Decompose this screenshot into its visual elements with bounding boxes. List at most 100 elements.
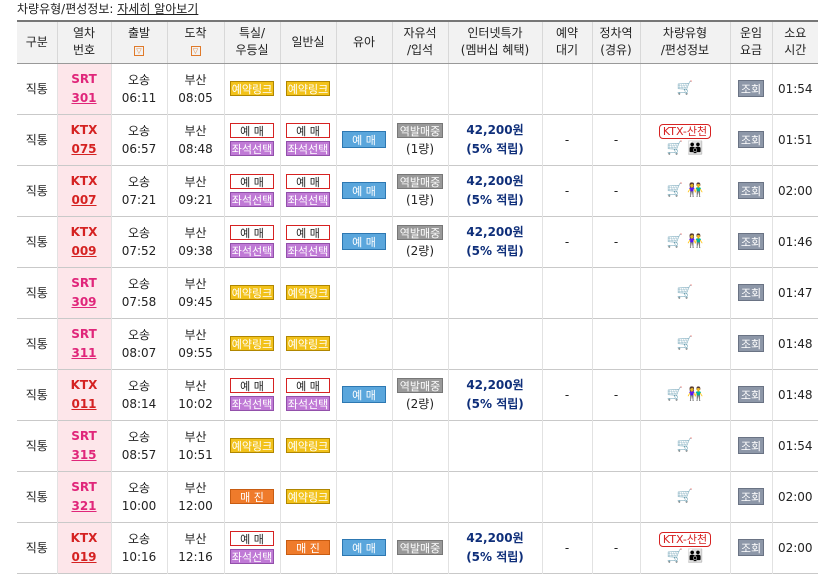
arrival-cell: 부산 10:02 <box>166 369 224 420</box>
free-seat-cell: 역발매중 (1량) <box>391 114 448 165</box>
special-seat-select-button[interactable]: 좌석선택 <box>230 395 274 411</box>
train-type: KTX <box>70 377 98 392</box>
train-number-link[interactable]: 011 <box>71 396 97 411</box>
train-type: KTX <box>70 530 98 545</box>
general-reserve-link-button[interactable]: 예약링크 <box>286 437 330 453</box>
car-type-info-label: 차량유형/편성정보: <box>17 2 114 16</box>
fare-view-button[interactable]: 조회 <box>738 181 764 199</box>
child-cell <box>335 63 392 114</box>
free-seat-station-badge: 역발매중 <box>397 122 443 138</box>
car-amenity-icons: 🛒 👪 <box>666 549 704 564</box>
stop-station-cell <box>591 318 640 369</box>
general-reserve-button[interactable]: 예 매 <box>286 122 330 138</box>
header-depart-label: 출발 <box>127 26 151 41</box>
general-seat-select-button[interactable]: 좌석선택 <box>286 242 330 258</box>
train-number-cell: SRT 315 <box>56 420 111 471</box>
train-number-cell: SRT 309 <box>56 267 111 318</box>
fare-view-button[interactable]: 조회 <box>738 385 764 403</box>
sort-depart-icon[interactable]: ▽ <box>134 46 144 57</box>
special-reserve-link-button[interactable]: 예약링크 <box>230 335 274 351</box>
train-number-link[interactable]: 321 <box>71 498 97 513</box>
special-reserve-button[interactable]: 예 매 <box>230 173 274 189</box>
special-reserve-button[interactable]: 예 매 <box>230 224 274 240</box>
fare-view-button[interactable]: 조회 <box>738 487 764 505</box>
fare-view-button[interactable]: 조회 <box>738 130 764 148</box>
header-child: 유아 <box>335 20 392 64</box>
car-type-cell: 🛒 <box>639 267 730 318</box>
internet-price-cell <box>447 471 542 522</box>
special-seat-select-button[interactable]: 좌석선택 <box>230 548 274 564</box>
train-number-link[interactable]: 009 <box>71 243 97 258</box>
header-arrive[interactable]: 도착 ▽ <box>166 20 224 64</box>
train-number-link[interactable]: 309 <box>71 294 97 309</box>
special-reserve-button[interactable]: 예 매 <box>230 530 274 546</box>
general-reserve-link-button[interactable]: 예약링크 <box>286 284 330 300</box>
fare-view-button[interactable]: 조회 <box>738 232 764 250</box>
arrival-cell: 부산 12:16 <box>166 522 224 573</box>
car-type-details-link[interactable]: 자세히 알아보기 <box>117 2 199 16</box>
sort-arrive-icon[interactable]: ▽ <box>190 46 201 57</box>
special-seat-cell: 예약링크 <box>223 267 280 318</box>
arrival-station: 부산 <box>184 378 207 393</box>
special-reserve-link-button[interactable]: 예약링크 <box>230 80 274 96</box>
general-seat-select-button[interactable]: 좌석선택 <box>286 191 330 207</box>
header-duration: 소요 시간 <box>771 20 818 64</box>
arrival-station: 부산 <box>184 531 207 546</box>
child-reserve-button[interactable]: 예 매 <box>342 130 386 148</box>
departure-station: 오송 <box>127 480 151 495</box>
departure-cell: 오송 08:57 <box>110 420 167 471</box>
fare-view-button[interactable]: 조회 <box>738 79 764 97</box>
train-number-link[interactable]: 301 <box>71 90 97 105</box>
special-reserve-link-button[interactable]: 예약링크 <box>230 284 274 300</box>
fare-view-button[interactable]: 조회 <box>738 436 764 454</box>
special-reserve-button[interactable]: 예 매 <box>230 122 274 138</box>
reserve-wait-cell: - <box>541 522 592 573</box>
special-reserve-button[interactable]: 예 매 <box>230 377 274 393</box>
internet-price-cell: 42,200원 (5% 적립) <box>447 216 542 267</box>
general-reserve-link-button[interactable]: 예약링크 <box>286 335 330 351</box>
general-reserve-button[interactable]: 예 매 <box>286 224 330 240</box>
free-seat-cell: 역발매중 (2량) <box>391 216 448 267</box>
reserve-wait-cell: - <box>541 369 592 420</box>
child-reserve-button[interactable]: 예 매 <box>342 538 386 556</box>
general-seat-select-button[interactable]: 좌석선택 <box>286 395 330 411</box>
free-seat-cell: 역발매중 (2량) <box>391 369 448 420</box>
header-division: 구분 <box>17 20 57 64</box>
special-reserve-link-button[interactable]: 예약링크 <box>230 437 274 453</box>
fare-cell: 조회 <box>729 522 772 573</box>
car-type-cell: 🛒 👫 <box>639 216 730 267</box>
fare-view-button[interactable]: 조회 <box>738 283 764 301</box>
general-reserve-link-button[interactable]: 예약링크 <box>286 488 330 504</box>
child-reserve-button[interactable]: 예 매 <box>342 232 386 250</box>
general-reserve-link-button[interactable]: 예약링크 <box>286 80 330 96</box>
general-reserve-button[interactable]: 예 매 <box>286 377 330 393</box>
train-number-link[interactable]: 007 <box>71 192 97 207</box>
stop-station-cell: - <box>591 522 640 573</box>
header-depart[interactable]: 출발 ▽ <box>110 20 167 64</box>
car-amenity-icons: 🛒 <box>676 335 694 351</box>
train-number-link[interactable]: 075 <box>71 141 97 156</box>
child-reserve-button[interactable]: 예 매 <box>342 181 386 199</box>
internet-price: 42,200원 <box>466 530 524 545</box>
general-seat-select-button[interactable]: 좌석선택 <box>286 140 330 156</box>
fare-view-button[interactable]: 조회 <box>738 538 764 556</box>
train-number-link[interactable]: 311 <box>71 345 97 360</box>
special-seat-cell: 예약링크 <box>223 318 280 369</box>
arrival-cell: 부산 09:45 <box>166 267 224 318</box>
arrival-time: 12:00 <box>178 498 213 513</box>
train-type: SRT <box>71 326 97 341</box>
free-seat-cell <box>391 318 448 369</box>
train-number-link[interactable]: 315 <box>71 447 97 462</box>
fare-view-button[interactable]: 조회 <box>738 334 764 352</box>
train-number-link[interactable]: 019 <box>71 549 97 564</box>
header-fare-line2: 요금 <box>739 43 763 58</box>
special-seat-select-button[interactable]: 좌석선택 <box>230 140 274 156</box>
special-seat-select-button[interactable]: 좌석선택 <box>230 191 274 207</box>
general-reserve-button[interactable]: 예 매 <box>286 173 330 189</box>
child-reserve-button[interactable]: 예 매 <box>342 385 386 403</box>
special-seat-select-button[interactable]: 좌석선택 <box>230 242 274 258</box>
header-stop-station-line2: (경유) <box>600 43 632 58</box>
